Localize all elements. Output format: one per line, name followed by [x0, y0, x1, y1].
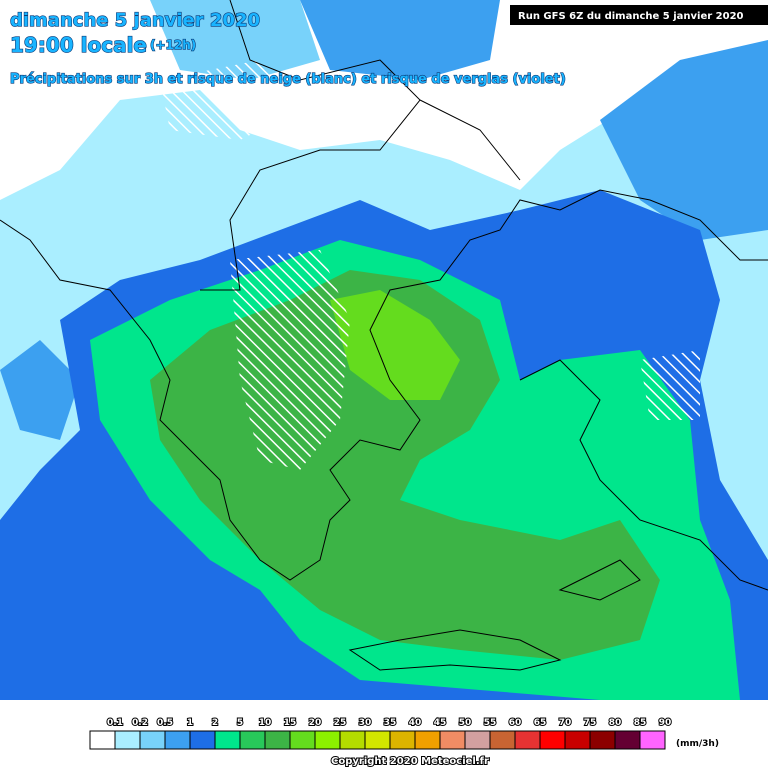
- legend-label: 85: [634, 718, 647, 728]
- legend-label: 40: [409, 718, 422, 728]
- time-offset: (+12h): [150, 38, 196, 52]
- legend-swatch: [639, 730, 666, 750]
- legend-swatch: [264, 730, 291, 750]
- legend-label: 20: [309, 718, 322, 728]
- legend-label: 75: [584, 718, 597, 728]
- legend-label: 45: [434, 718, 447, 728]
- legend-label: 65: [534, 718, 547, 728]
- legend-swatch: [339, 730, 366, 750]
- legend-label: 1: [187, 718, 193, 728]
- time-title: 19:00 locale: [10, 33, 147, 57]
- legend-swatch: [214, 730, 241, 750]
- legend-swatch: [514, 730, 541, 750]
- legend-unit: (mm/3h): [676, 739, 719, 749]
- legend-label: 90: [659, 718, 672, 728]
- legend-swatch: [614, 730, 641, 750]
- legend-swatch: [139, 730, 166, 750]
- legend-swatch: [589, 730, 616, 750]
- legend-label: 60: [509, 718, 522, 728]
- legend-label: 0.1: [107, 718, 123, 728]
- legend-label: 15: [284, 718, 297, 728]
- legend-label: 2: [212, 718, 218, 728]
- coastlines: [0, 0, 768, 671]
- legend-swatch: [489, 730, 516, 750]
- legend-swatch: [89, 730, 116, 750]
- run-banner: [510, 5, 768, 25]
- legend-label: 35: [384, 718, 397, 728]
- legend-label: 25: [334, 718, 347, 728]
- legend-label: 0.5: [157, 718, 173, 728]
- legend-swatch: [414, 730, 441, 750]
- legend-swatch: [239, 730, 266, 750]
- legend-swatch: [464, 730, 491, 750]
- run-label: Run GFS 6Z du dimanche 5 janvier 2020: [518, 11, 744, 22]
- legend-swatch: [564, 730, 591, 750]
- legend-swatch: [289, 730, 316, 750]
- legend-label: 80: [609, 718, 622, 728]
- legend-label: 50: [459, 718, 472, 728]
- legend-label: 70: [559, 718, 572, 728]
- legend-swatch: [114, 730, 141, 750]
- legend-swatch: [389, 730, 416, 750]
- legend-swatch: [314, 730, 341, 750]
- legend-swatch: [439, 730, 466, 750]
- legend: 0.1 0.2 0.5 1 2 5 10 15 20 25 30 35 40 45 50 55 60 65 70 75…: [89, 717, 672, 750]
- legend-label: 0.2: [132, 718, 148, 728]
- legend-swatch: [364, 730, 391, 750]
- copyright: Copyright 2020 Meteociel.fr: [331, 756, 489, 767]
- legend-swatch: [189, 730, 216, 750]
- subtitle: Précipitations sur 3h et risque de neige…: [10, 72, 566, 87]
- legend-label: 30: [359, 718, 372, 728]
- legend-label: 5: [237, 718, 243, 728]
- legend-swatch: [164, 730, 191, 750]
- legend-label: 55: [484, 718, 497, 728]
- legend-swatch: [539, 730, 566, 750]
- date-title: dimanche 5 janvier 2020: [10, 10, 260, 31]
- legend-label: 10: [259, 718, 272, 728]
